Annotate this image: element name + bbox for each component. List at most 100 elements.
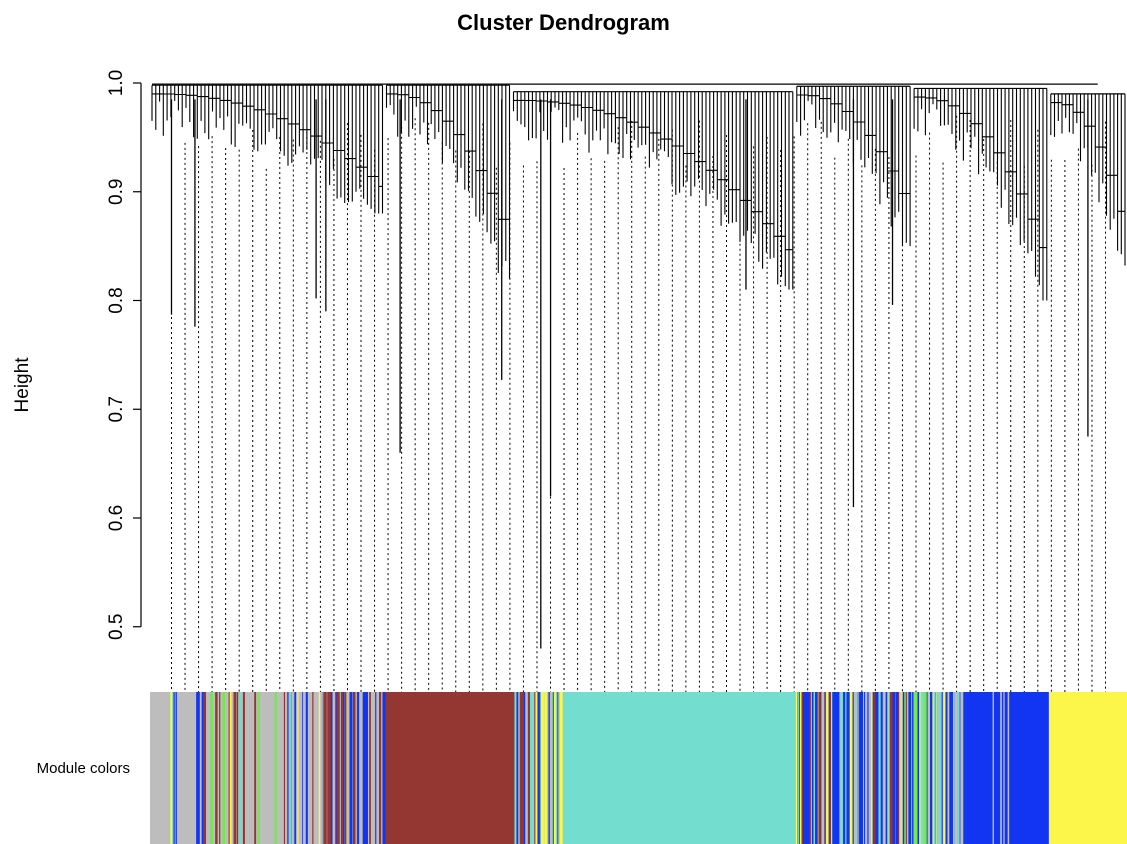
branch-cluster: [385, 85, 511, 279]
module-stripe: [952, 692, 955, 844]
module-stripe: [349, 692, 353, 844]
module-segment-brown: [384, 692, 515, 844]
module-stripe: [813, 692, 816, 844]
module-stripe: [541, 692, 544, 844]
module-stripe: [516, 692, 519, 844]
module-stripe: [327, 692, 331, 844]
y-axis: 0.5 0.6 0.7 0.8 0.9 1.0: [106, 70, 142, 640]
module-stripe: [254, 692, 257, 844]
module-stripe: [938, 692, 942, 844]
module-stripe: [535, 692, 538, 844]
module-stripe: [329, 692, 333, 844]
module-stripe: [918, 692, 921, 844]
y-tick-label: 0.7: [106, 396, 127, 422]
module-stripe: [524, 692, 528, 844]
module-stripe: [840, 692, 844, 844]
module-stripe: [954, 692, 956, 844]
module-stripe: [868, 692, 871, 844]
dendrogram-tree: [151, 83, 1126, 649]
module-stripe: [379, 692, 382, 844]
module-stripe: [257, 692, 261, 844]
module-stripe: [895, 692, 899, 844]
module-stripe: [545, 692, 547, 844]
module-stripe: [797, 692, 799, 844]
module-stripe: [554, 692, 556, 844]
module-stripe: [795, 692, 798, 844]
module-stripe: [901, 692, 903, 844]
module-stripe: [534, 692, 537, 844]
module-stripe: [337, 692, 340, 844]
module-stripe: [1007, 692, 1010, 844]
module-stripe: [242, 692, 245, 844]
module-stripe: [344, 692, 347, 844]
module-stripe: [274, 692, 277, 844]
module-stripe: [1003, 692, 1005, 844]
module-stripe: [289, 692, 291, 844]
module-stripe: [321, 692, 323, 844]
module-stripe: [849, 692, 853, 844]
module-stripe: [533, 692, 536, 844]
module-stripe: [283, 692, 286, 844]
module-stripe: [832, 692, 836, 844]
y-tick-label: 0.5: [106, 614, 127, 640]
chart-title: Cluster Dendrogram: [457, 10, 670, 35]
module-stripe: [960, 692, 964, 844]
branch-cluster: [913, 88, 1048, 301]
module-stripe: [234, 692, 237, 844]
module-stripe: [936, 692, 938, 844]
module-stripe: [222, 692, 225, 844]
module-stripe: [829, 692, 832, 844]
branch-cluster: [1050, 93, 1126, 266]
module-stripe: [921, 692, 924, 844]
module-stripe: [853, 692, 857, 844]
branch-cluster: [796, 86, 911, 247]
module-stripe: [879, 692, 881, 844]
module-stripe: [546, 692, 549, 844]
module-stripe: [957, 692, 960, 844]
module-stripe: [323, 692, 327, 844]
module-stripe: [544, 692, 546, 844]
module-stripe: [882, 692, 886, 844]
module-stripe: [878, 692, 881, 844]
module-stripe: [287, 692, 289, 844]
module-stripe: [196, 692, 198, 844]
module-colors-bar: [150, 692, 1127, 844]
module-stripe: [863, 692, 865, 844]
module-stripe: [557, 692, 559, 844]
module-stripe: [303, 692, 306, 844]
module-stripe: [353, 692, 356, 844]
module-stripe: [547, 692, 551, 844]
module-stripe: [905, 692, 907, 844]
module-stripe: [527, 692, 530, 844]
module-stripe: [549, 692, 552, 844]
module-stripe: [552, 692, 554, 844]
module-stripe: [865, 692, 868, 844]
y-tick-label: 0.9: [106, 179, 127, 205]
module-stripe: [307, 692, 311, 844]
module-colors-label: Module colors: [37, 760, 130, 777]
module-stripe: [175, 692, 177, 844]
module-stripe: [801, 692, 803, 844]
module-stripe: [917, 692, 920, 844]
module-stripe: [201, 692, 204, 844]
module-stripe: [173, 692, 175, 844]
module-stripe: [900, 692, 903, 844]
module-stripe: [320, 692, 322, 844]
module-stripe: [1000, 692, 1002, 844]
branch-cluster: [512, 91, 794, 290]
y-axis-label: Height: [12, 357, 33, 413]
module-stripe: [362, 692, 366, 844]
module-stripe: [305, 692, 309, 844]
module-stripe: [297, 692, 299, 844]
module-stripe: [170, 692, 173, 844]
module-stripe: [932, 692, 934, 844]
module-stripe: [215, 692, 218, 844]
module-stripe: [818, 692, 821, 844]
module-stripe: [839, 692, 842, 844]
module-stripe: [875, 692, 878, 844]
module-stripe: [537, 692, 540, 844]
module-stripe: [210, 692, 214, 844]
y-tick-label: 0.8: [106, 287, 127, 313]
module-stripe: [936, 692, 939, 844]
module-stripe: [992, 692, 994, 844]
